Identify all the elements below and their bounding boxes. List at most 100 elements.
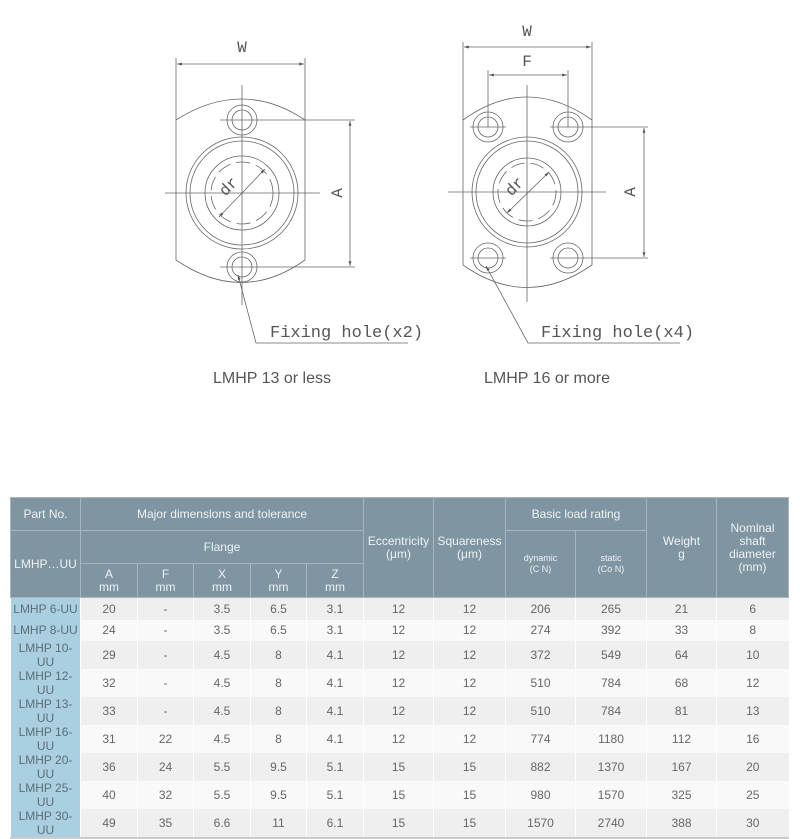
col-unit: mm bbox=[155, 579, 176, 594]
eccentricity-unit: (μm) bbox=[386, 546, 411, 561]
fixing-hole-label: Fixing hole(x2) bbox=[270, 324, 423, 343]
w-label: W bbox=[522, 23, 532, 41]
table-cell: 20 bbox=[80, 597, 138, 620]
table-row: LMHP 30-UU 49 35 6.6 11 6.1 15 15 1570 2740 388 30 bbox=[10, 809, 789, 839]
table-cell: 4.1 bbox=[306, 641, 364, 670]
table-cell: 4.5 bbox=[193, 669, 251, 698]
table-cell: 24 bbox=[80, 619, 138, 642]
table-row: LMHP 25-UU 40 32 5.5 9.5 5.1 15 15 980 1570 325 25 bbox=[10, 781, 789, 810]
col-name: X bbox=[217, 566, 226, 581]
table-cell: 12 bbox=[716, 669, 789, 698]
table-cell: 6.5 bbox=[250, 619, 307, 642]
table-cell: 32 bbox=[80, 669, 138, 698]
table-cell: 4.1 bbox=[306, 697, 364, 726]
table-cell: 5.1 bbox=[306, 781, 364, 810]
table-row: LMHP 13-UU 33-4.5 8 4.1 12 12 510 784 81 13 bbox=[10, 697, 789, 726]
table-row: LMHP 8-UU 24-3.5 6.5 3.1 12 12 274 392 33 8 bbox=[10, 619, 789, 642]
table-cell: 10 bbox=[716, 641, 789, 670]
part-number-cell: LMHP 10-UU bbox=[10, 641, 81, 670]
table-cell: 49 bbox=[80, 809, 138, 839]
table-cell: 6.6 bbox=[193, 809, 251, 839]
table-cell: 8 bbox=[716, 619, 789, 642]
table-cell: 9.5 bbox=[250, 781, 307, 810]
table-cell: 35 bbox=[137, 809, 194, 839]
flange-body bbox=[462, 96, 593, 288]
header-weight: Weight g bbox=[646, 497, 717, 598]
col-unit: mm bbox=[325, 579, 345, 594]
col-name: Y bbox=[274, 566, 283, 581]
table-row: LMHP 16-UU 31 22 4.5 8 4.1 12 12 774 1180 112 16 bbox=[10, 725, 789, 754]
table-cell: 20 bbox=[716, 753, 789, 782]
table-cell: 13 bbox=[716, 697, 789, 726]
table-cell: 980 bbox=[505, 781, 576, 810]
table-cell: 784 bbox=[575, 697, 647, 726]
table-cell: 40 bbox=[80, 781, 138, 810]
table-cell: 392 bbox=[575, 619, 647, 642]
table-cell: 5.5 bbox=[193, 753, 251, 782]
table-cell: - bbox=[137, 697, 194, 726]
table-cell: 5.1 bbox=[306, 753, 364, 782]
part-number-cell: LMHP 16-UU bbox=[10, 725, 81, 754]
table-cell: 510 bbox=[505, 697, 576, 726]
shaft-unit: (mm) bbox=[738, 559, 767, 574]
header-dynamic: dynamic (C N) bbox=[505, 530, 576, 598]
col-unit: mm bbox=[268, 579, 289, 594]
table-cell: 3.1 bbox=[306, 619, 364, 642]
col-name: F bbox=[161, 566, 170, 581]
table-cell: 32 bbox=[137, 781, 194, 810]
table-cell: - bbox=[137, 597, 194, 620]
table-row: LMHP 12-UU 32-4.5 8 4.1 12 12 510 784 68 12 bbox=[10, 669, 789, 698]
header-part-series: LMHP…UU bbox=[10, 530, 81, 598]
table-cell: 12 bbox=[363, 597, 434, 620]
table-cell: 784 bbox=[575, 669, 647, 698]
table-cell: 33 bbox=[646, 619, 717, 642]
table-cell: 1370 bbox=[575, 753, 647, 782]
squareness-unit: (μm) bbox=[457, 546, 482, 561]
table-cell: 16 bbox=[716, 725, 789, 754]
table-cell: 30 bbox=[716, 809, 789, 839]
table-cell: 22 bbox=[137, 725, 194, 754]
static-label: static bbox=[600, 553, 622, 563]
table-cell: 12 bbox=[433, 725, 506, 754]
table-cell: 12 bbox=[433, 697, 506, 726]
drawing-lmhp-16-or-more bbox=[448, 42, 680, 344]
eccentricity-label: Eccentricity bbox=[367, 533, 430, 548]
shaft-label: Nomlnal shaft diameter bbox=[729, 520, 776, 561]
table-cell: 774 bbox=[505, 725, 576, 754]
table-cell: 3.1 bbox=[306, 597, 364, 620]
table-cell: 388 bbox=[646, 809, 717, 839]
table-cell: 372 bbox=[505, 641, 576, 670]
table-cell: 265 bbox=[575, 597, 647, 620]
technical-drawings: W A dr Fixing hole(x2) W F A dr Fixing h… bbox=[165, 23, 694, 344]
a-label: A bbox=[329, 188, 347, 198]
col-unit: mm bbox=[212, 579, 232, 594]
table-cell: 36 bbox=[80, 753, 138, 782]
table-cell: 15 bbox=[433, 753, 506, 782]
table-cell: 12 bbox=[433, 597, 506, 620]
table-cell: 274 bbox=[505, 619, 576, 642]
table-cell: 24 bbox=[137, 753, 194, 782]
table-cell: 12 bbox=[433, 641, 506, 670]
f-label: F bbox=[522, 53, 532, 71]
table-cell: 8 bbox=[250, 725, 307, 754]
table-cell: 6 bbox=[716, 597, 789, 620]
table-cell: 25 bbox=[716, 781, 789, 810]
table-cell: 882 bbox=[505, 753, 576, 782]
part-number-cell: LMHP 8-UU bbox=[10, 619, 81, 642]
col-name: A bbox=[104, 566, 113, 581]
part-number-cell: LMHP 30-UU bbox=[10, 809, 81, 839]
part-number-cell: LMHP 13-UU bbox=[10, 697, 81, 726]
a-label: A bbox=[622, 187, 640, 197]
table-cell: 8 bbox=[250, 669, 307, 698]
table-cell: 12 bbox=[363, 641, 434, 670]
table-cell: 206 bbox=[505, 597, 576, 620]
table-cell: 8 bbox=[250, 641, 307, 670]
header-basic-load-rating: Basic load rating bbox=[505, 497, 647, 531]
table-cell: 510 bbox=[505, 669, 576, 698]
table-row: LMHP 6-UU 20-3.5 6.5 3.1 12 12 206 265 21 6 bbox=[10, 597, 789, 620]
caption-lmhp-16-or-more: LMHP 16 or more bbox=[484, 370, 610, 387]
